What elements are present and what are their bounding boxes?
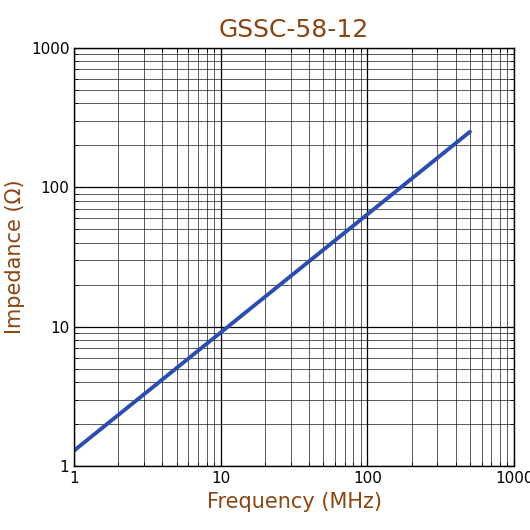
Y-axis label: Impedance (Ω): Impedance (Ω) [5, 180, 25, 334]
X-axis label: Frequency (MHz): Frequency (MHz) [207, 492, 382, 512]
Title: GSSC-58-12: GSSC-58-12 [219, 17, 369, 41]
